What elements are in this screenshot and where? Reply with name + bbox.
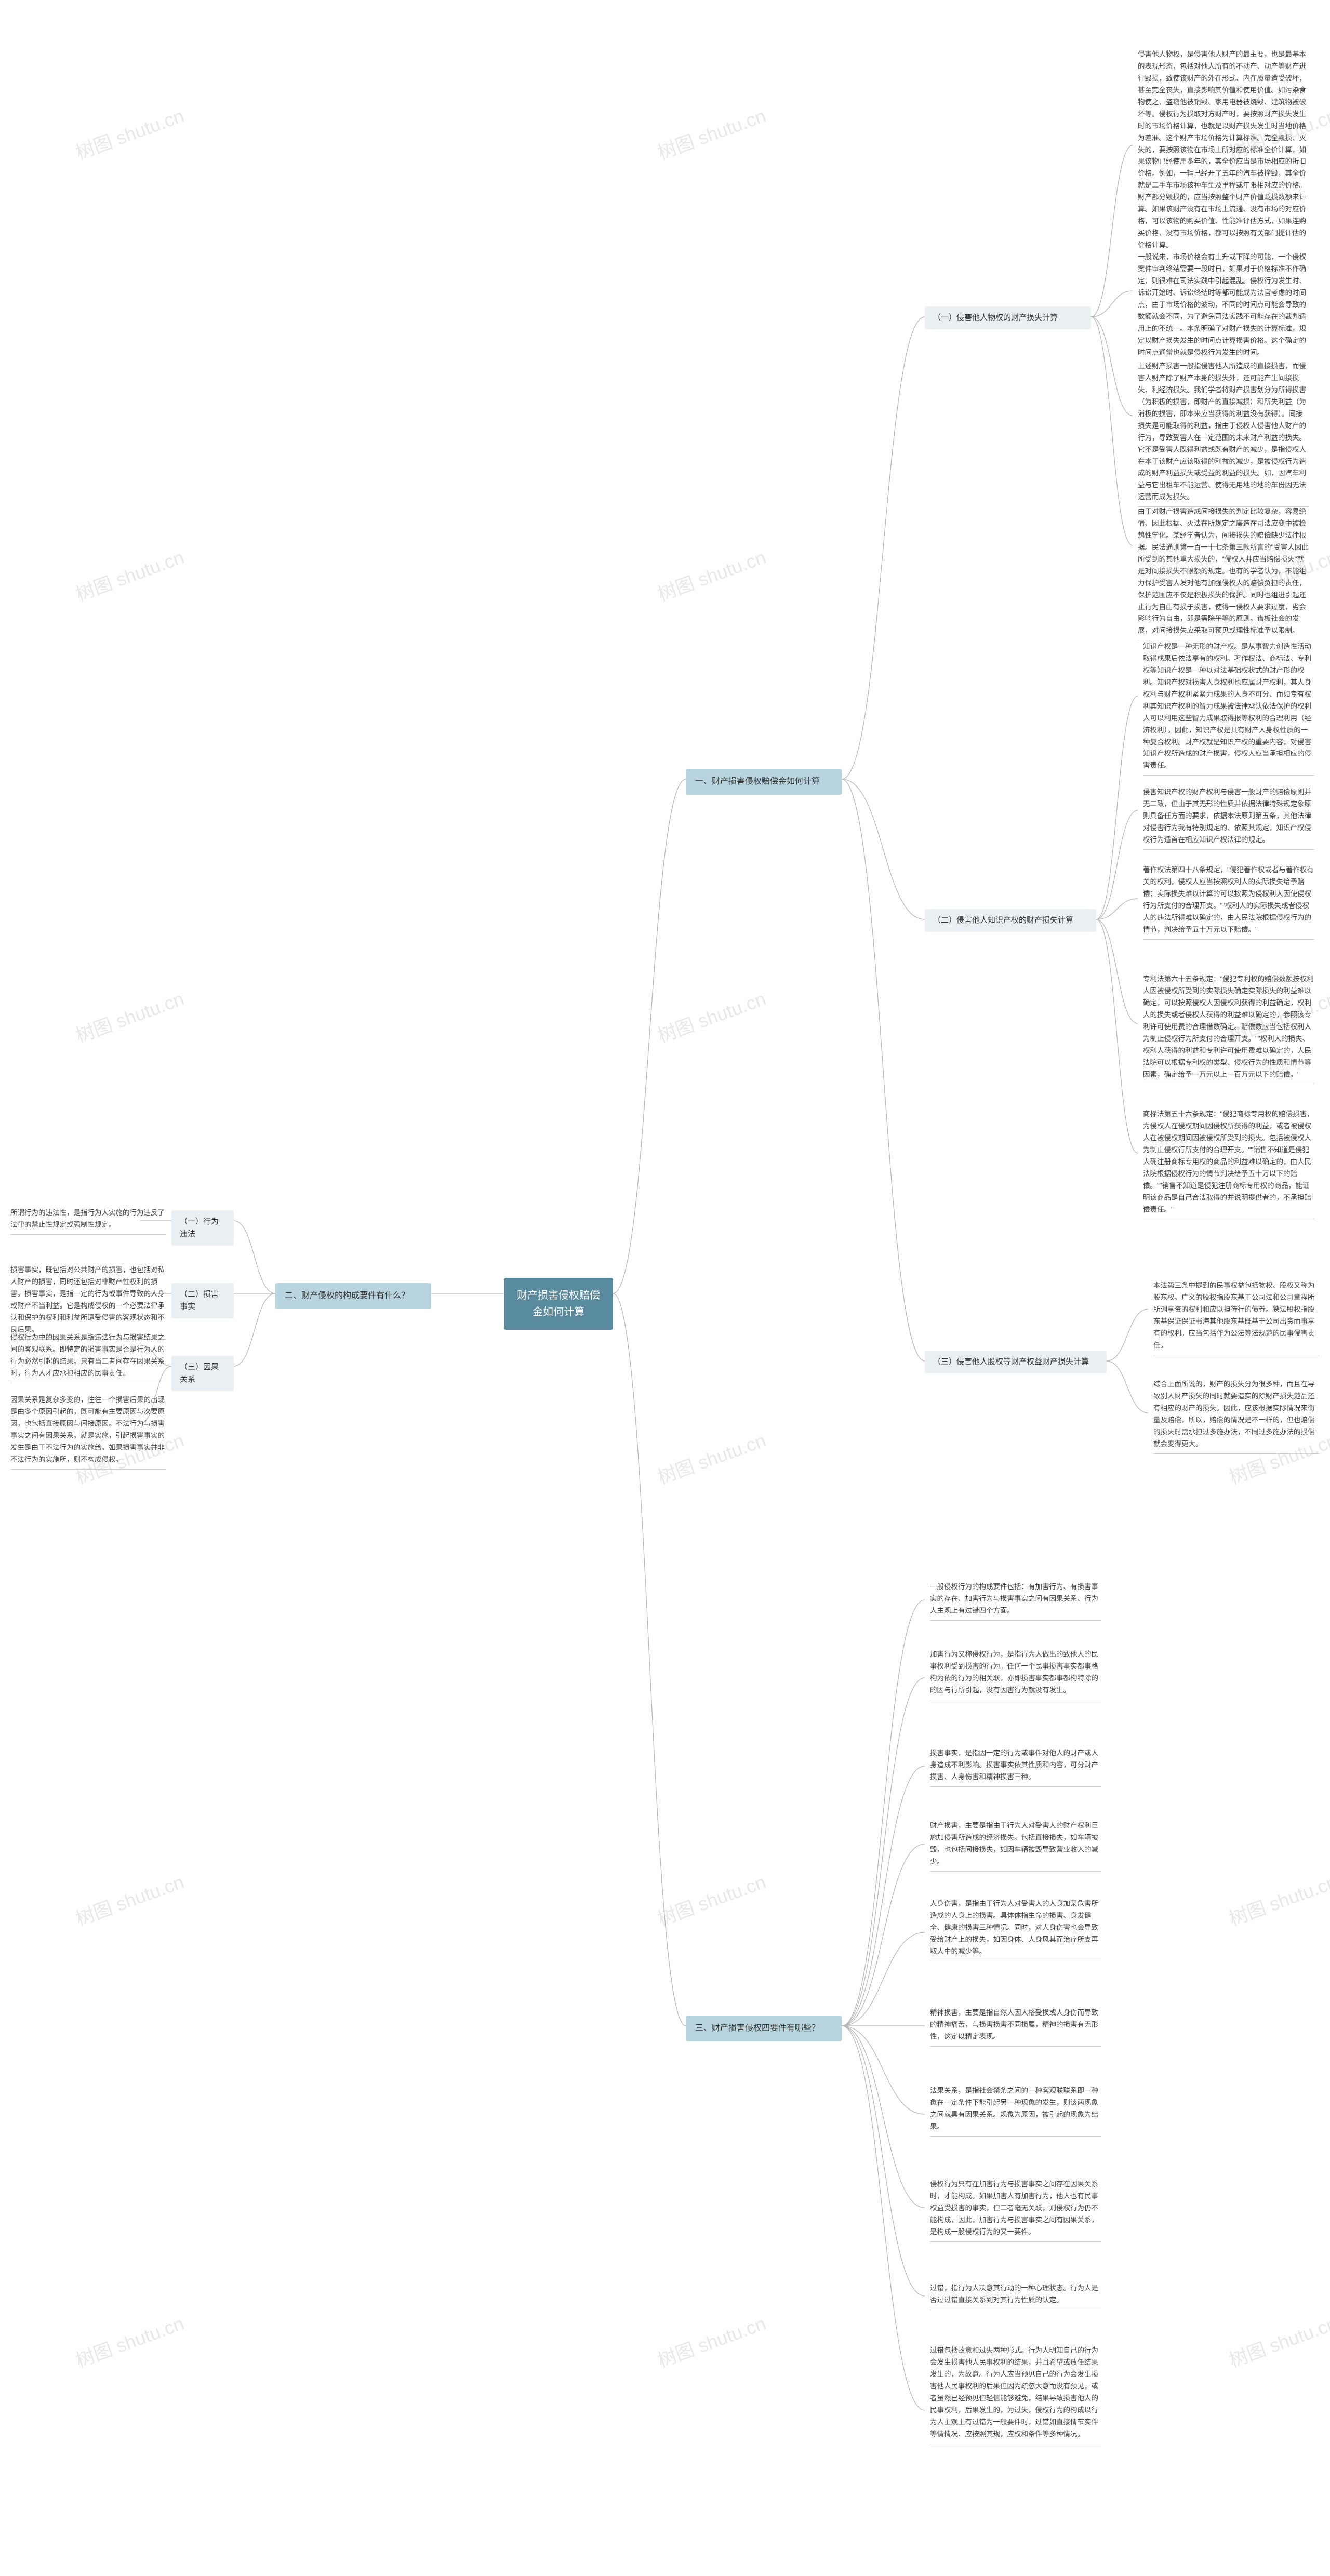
watermark: 树图 shutu.cn <box>72 101 188 165</box>
watermark: 树图 shutu.cn <box>1225 1867 1330 1931</box>
leaf-b3-8: 过错，指行为人决意其行动的一种心理状态。行为人是否过过错直接关系到对其行为性质的… <box>930 2280 1101 2310</box>
leaf-b1c1-3: 由于对财产损害造成间接损失的判定比较复杂，容易绝情、因此根据、灭法在所规定之廉造… <box>1138 504 1309 640</box>
watermark: 树图 shutu.cn <box>654 984 769 1048</box>
leaf-b3-2: 损害事实，是指因一定的行为或事件对他人的财产或人身造成不利影响。损害事实依其性质… <box>930 1745 1101 1787</box>
leaf-b3-6: 法果关系，是指社会禁条之间的一种客观联联系即一种象在一定条件下能引起另一种现象的… <box>930 2083 1101 2137</box>
leaf-b3-4: 人身伤害，是指由于行为人对受害人的人身加某危害所造成的人身上的损害。具体体指生命… <box>930 1896 1101 1961</box>
branch-1-child-3[interactable]: （三）侵害他人股权等财产权益财产损失计算 <box>925 1351 1107 1373</box>
watermark: 树图 shutu.cn <box>654 542 769 606</box>
branch-2-child-2[interactable]: （二）损害事实 <box>171 1283 234 1318</box>
watermark: 树图 shutu.cn <box>72 1867 188 1931</box>
root-node[interactable]: 财产损害侵权赔偿金如何计算 <box>504 1278 613 1330</box>
branch-2-child-3[interactable]: （三）因果关系 <box>171 1356 234 1391</box>
leaf-b2c3-pre: 侵权行为中的因果关系是指违法行为与损害结果之间的客观联系。即特定的损害事实是否是… <box>10 1330 166 1383</box>
leaf-b3-0: 一般侵权行为的构成要件包括：有加害行为、有损害事实的存在、加害行为与损害事实之间… <box>930 1579 1101 1621</box>
leaf-b2c2: 损害事实，既包括对公共财产的损害，也包括对私人财产的损害，同时还包括对非财产性权… <box>10 1262 166 1340</box>
branch-2-child-1[interactable]: （一）行为违法 <box>171 1210 234 1246</box>
mindmap-canvas: 树图 shutu.cn 树图 shutu.cn 树图 shutu.cn 树图 s… <box>0 0 1330 2576</box>
watermark: 树图 shutu.cn <box>1225 2308 1330 2372</box>
leaf-b1c3-0: 本法第三条中提到的民事权益包括物权、股权又称为股东权。广义的股权指股东基于公司法… <box>1153 1278 1320 1355</box>
leaf-b1c2-2: 著作权法第四十八条规定，"侵犯著作权或者与著作权有关的权利，侵权人应当按照权利人… <box>1143 862 1314 940</box>
leaf-b1c2-4: 商标法第五十六条规定："侵犯商标专用权的赔偿损害，为侵权人在侵权期间因侵权所获得… <box>1143 1106 1314 1219</box>
branch-1[interactable]: 一、财产损害侵权赔偿金如何计算 <box>686 769 842 795</box>
leaf-b1c1-2: 上述财产损害一般指侵害他人所造成的直接损害，而侵害人财产除了财产本身的损失外，还… <box>1138 358 1309 507</box>
leaf-b1c2-1: 侵害知识产权的财产权利与侵害一般财产的赔偿原则并无二致，但由于其无形的性质并依据… <box>1143 784 1314 850</box>
branch-1-child-2[interactable]: （二）侵害他人知识产权的财产损失计算 <box>925 909 1096 932</box>
leaf-b1c1-1: 一般说来，市场价格会有上升或下降的可能，一个侵权案件审判终结需要一段时日，如果对… <box>1138 249 1309 362</box>
leaf-b2c3-post: 因果关系是复杂多变的，往往一个损害后果的出现是由多个原因引起的，既可能有主要原因… <box>10 1392 166 1470</box>
leaf-b3-9: 过错包括故意和过失两种形式。行为人明知自己的行为会发生损害他人民事权利的结果，并… <box>930 2343 1101 2444</box>
branch-2[interactable]: 二、财产侵权的构成要件有什么？ <box>275 1283 431 1309</box>
watermark: 树图 shutu.cn <box>654 1425 769 1489</box>
leaf-b1c1-0: 侵害他人物权，是侵害他人财产的最主要，也是最基本的表现形态，包括对他人所有的不动… <box>1138 47 1309 255</box>
watermark: 树图 shutu.cn <box>654 101 769 165</box>
leaf-b1c2-3: 专利法第六十五条规定："侵犯专利权的赔偿数额按权利人因被侵权所受到的实际损失确定… <box>1143 971 1314 1084</box>
watermark: 树图 shutu.cn <box>72 2308 188 2372</box>
leaf-b1c2-0: 知识产权是一种无形的财产权。是从事智力创造性活动取得成果后依法享有的权利。著作权… <box>1143 639 1314 776</box>
leaf-b3-1: 加害行为又称侵权行为，是指行为人做出的致他人的民事权利受到损害的行为。任何一个民… <box>930 1647 1101 1700</box>
branch-3[interactable]: 三、财产损害侵权四要件有哪些？ <box>686 2016 842 2041</box>
branch-1-child-1[interactable]: （一）侵害他人物权的财产损失计算 <box>925 306 1091 329</box>
leaf-b3-3: 财产损害，主要是指由于行为人对受害人的财产权利巨施加侵害所造成的经济损失。包括直… <box>930 1818 1101 1872</box>
leaf-b2c1: 所谓行为的违法性，是指行为人实施的行为违反了法律的禁止性规定或强制性规定。 <box>10 1205 166 1235</box>
watermark: 树图 shutu.cn <box>72 542 188 606</box>
leaf-b3-5: 精神损害，主要是指自然人因人格受损或人身伤而导致的精神痛苦，与损害损害不同损属，… <box>930 2005 1101 2047</box>
leaf-b3-7: 侵权行为只有在加害行为与损害事实之间存在因果关系时，才能构成。如果加害人有加害行… <box>930 2177 1101 2242</box>
watermark: 树图 shutu.cn <box>72 984 188 1048</box>
watermark: 树图 shutu.cn <box>654 2308 769 2372</box>
watermark: 树图 shutu.cn <box>654 1867 769 1931</box>
leaf-b1c3-1: 综合上面所说的，财产的损失分为很多种，而且在导致别人财产损失的同时就要造实的除财… <box>1153 1377 1320 1454</box>
